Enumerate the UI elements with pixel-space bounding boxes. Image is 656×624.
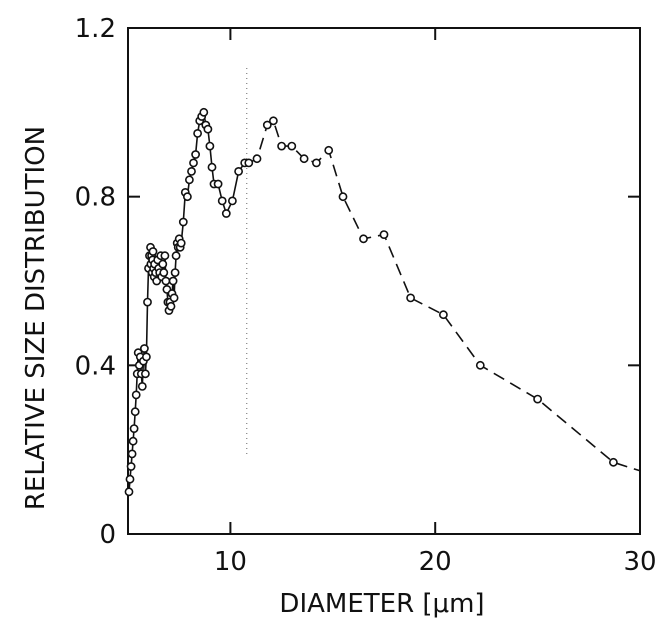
data-point <box>475 360 485 370</box>
axis-ticks <box>128 27 641 535</box>
data-point <box>227 196 237 206</box>
data-point <box>609 457 618 467</box>
data-point <box>131 390 141 400</box>
data-point <box>168 276 178 286</box>
data-point <box>124 487 134 497</box>
data-point <box>182 192 192 202</box>
data-point <box>169 293 179 303</box>
series-points <box>124 107 618 497</box>
data-point <box>277 141 286 151</box>
data-point <box>160 251 170 261</box>
data-point <box>125 474 135 484</box>
data-point <box>207 162 217 172</box>
data-point <box>178 217 188 227</box>
data-point <box>338 192 348 202</box>
data-point <box>139 344 149 353</box>
y-tick-label: 1.2 <box>75 14 116 44</box>
data-point <box>161 276 171 286</box>
data-point <box>184 175 194 185</box>
data-point <box>533 394 542 404</box>
y-axis-label: RELATIVE SIZE DISTRIBUTION <box>21 126 51 510</box>
data-point <box>311 158 321 168</box>
data-point <box>187 166 196 176</box>
data-point <box>159 268 169 277</box>
data-point <box>128 436 138 446</box>
x-tick-label: 30 <box>623 547 656 577</box>
data-point <box>213 179 223 189</box>
data-point <box>191 150 200 159</box>
data-point <box>244 158 254 168</box>
data-point <box>299 154 309 164</box>
data-point <box>379 230 389 239</box>
data-point <box>176 238 186 248</box>
data-point <box>205 141 215 151</box>
data-point <box>137 381 147 391</box>
data-point <box>143 297 152 307</box>
y-tick-label: 0.8 <box>75 183 116 213</box>
data-point <box>171 251 181 261</box>
y-tick-label: 0 <box>99 520 116 550</box>
data-point <box>148 247 158 256</box>
data-point <box>221 209 231 218</box>
data-point <box>438 310 448 320</box>
data-point <box>140 369 150 379</box>
data-point <box>189 158 198 168</box>
data-point <box>268 116 278 126</box>
data-point <box>252 154 262 164</box>
data-point <box>203 124 213 134</box>
data-point <box>141 352 151 362</box>
data-point <box>324 145 334 155</box>
data-point <box>158 259 168 269</box>
data-point <box>234 166 243 176</box>
data-point <box>193 128 202 138</box>
data-point <box>262 120 272 130</box>
x-tick-label: 20 <box>419 547 452 577</box>
data-point <box>199 107 209 117</box>
data-point <box>166 301 176 311</box>
data-point <box>217 196 227 206</box>
x-tick-label: 10 <box>214 547 247 577</box>
dashed-series-line <box>248 119 641 472</box>
y-tick-label: 0.4 <box>75 351 116 381</box>
x-axis-label: DIAMETER [μm] <box>279 589 484 619</box>
data-point <box>359 234 368 244</box>
data-point <box>129 424 139 433</box>
tick-labels: 10 20 30 0 0.4 0.8 1.2 <box>75 14 656 577</box>
data-point <box>126 462 136 471</box>
plot-frame <box>127 27 641 535</box>
data-point <box>170 268 180 277</box>
data-point <box>406 293 415 303</box>
data-point <box>130 407 140 417</box>
series-lines <box>128 109 641 492</box>
data-point <box>127 449 137 459</box>
data-point <box>287 141 297 151</box>
